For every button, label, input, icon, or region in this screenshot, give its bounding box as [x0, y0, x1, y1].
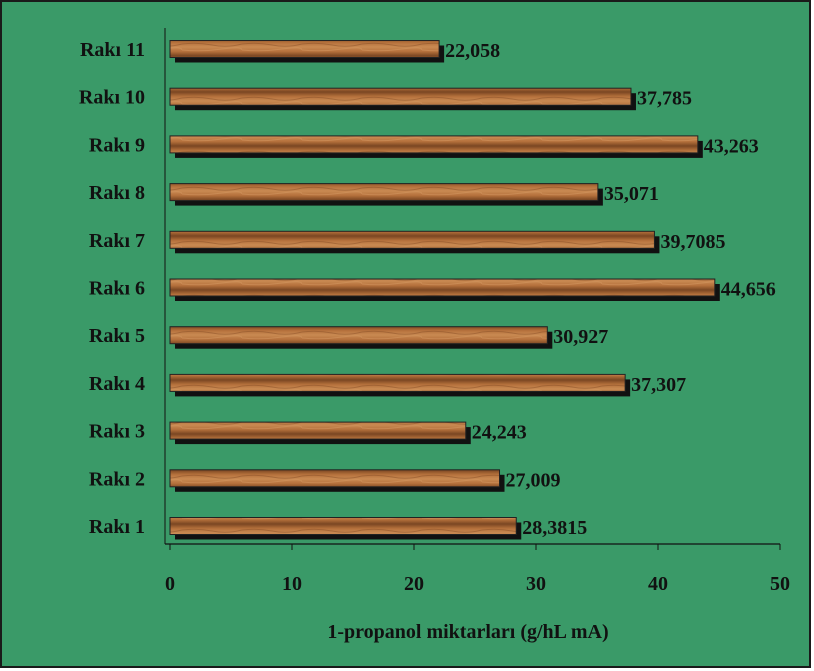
category-label: Rakı 8	[89, 182, 145, 204]
bar	[169, 517, 517, 535]
x-tick-label: 20	[404, 573, 424, 595]
data-label: 37,785	[637, 88, 692, 110]
data-label: 43,263	[704, 135, 759, 157]
data-label: 28,3815	[522, 517, 587, 539]
category-label: Rakı 11	[80, 39, 145, 61]
bar	[169, 40, 440, 58]
category-label: Rakı 9	[89, 134, 145, 156]
x-tick-label: 30	[526, 573, 546, 595]
bar	[169, 469, 501, 488]
data-label: 39,7085	[660, 231, 725, 253]
category-label: Rakı 5	[89, 325, 145, 347]
category-label: Rakı 1	[89, 516, 145, 538]
bar	[169, 326, 548, 345]
data-label: 30,927	[553, 326, 608, 348]
data-label: 27,009	[506, 469, 561, 491]
x-tick-label: 0	[165, 573, 175, 595]
bar	[169, 421, 467, 440]
category-label: Rakı 2	[89, 468, 145, 490]
bar	[169, 230, 655, 249]
bar	[169, 87, 632, 106]
category-labels: Rakı 1 Rakı 2 Rakı 3 Rakı 4 Rakı 5 Rakı 6 Rakı…	[79, 39, 145, 538]
data-label: 24,243	[472, 422, 527, 444]
x-tick-label: 40	[648, 573, 668, 595]
x-axis: 0 10 20 30 40 50	[164, 28, 790, 595]
bar	[169, 278, 716, 297]
data-labels: 28,3815 27,009 24,243 37,307 30,927 44,656 39,…	[445, 40, 776, 539]
bar	[169, 183, 599, 202]
data-label: 37,307	[631, 374, 686, 396]
data-label: 44,656	[721, 279, 776, 301]
bars-group	[169, 40, 720, 540]
category-label: Rakı 4	[89, 373, 145, 395]
bar	[169, 373, 626, 392]
data-label: 22,058	[445, 40, 500, 62]
category-label: Rakı 7	[89, 230, 145, 252]
bar	[169, 135, 699, 154]
x-tick-label: 50	[770, 573, 790, 595]
category-label: Rakı 10	[79, 87, 145, 109]
x-tick-label: 10	[282, 573, 302, 595]
x-axis-title: 1-propanol miktarları (g/hL mA)	[327, 621, 608, 643]
category-label: Rakı 3	[89, 421, 145, 443]
category-label: Rakı 6	[89, 278, 145, 300]
data-label: 35,071	[604, 183, 659, 205]
